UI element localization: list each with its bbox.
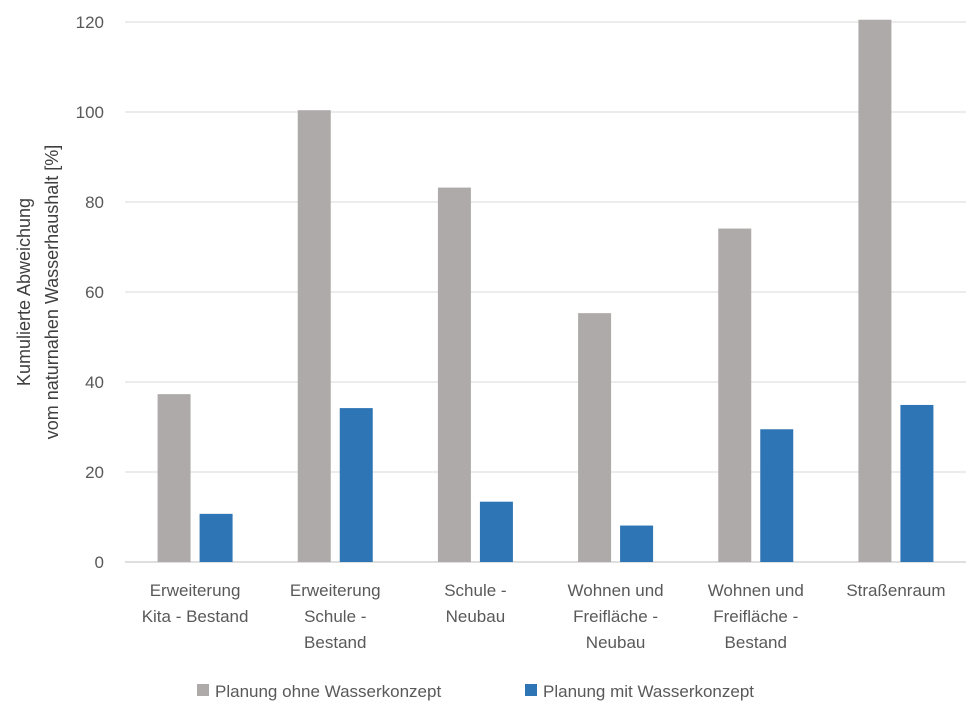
bars [157, 19, 934, 563]
gridlines [125, 21, 966, 563]
x-axis-categories: Erweiterung Kita - Bestand Erweiterung Schu… [142, 581, 946, 652]
x-category-label: Erweiterung Kita - Bestand [142, 581, 249, 626]
legend-label: Planung ohne Wasserkonzept [215, 682, 441, 701]
x-category-line: Freifläche - [713, 607, 798, 626]
x-category-line: Bestand [304, 633, 366, 652]
x-category-line: Bestand [725, 633, 787, 652]
bar-ohne-4 [718, 228, 752, 563]
legend-label: Planung mit Wasserkonzept [543, 682, 754, 701]
bar-ohne-2 [437, 187, 471, 562]
bar-ohne-5 [858, 19, 892, 562]
bar-mit-3 [620, 525, 654, 562]
x-category-label: Schule - Neubau [444, 581, 506, 626]
y-tick-label: 80 [85, 193, 104, 212]
y-tick-label: 60 [85, 283, 104, 302]
y-axis-title: Kumulierte Abweichung vom naturnahen Wass… [14, 145, 62, 440]
x-category-line: Schule - [444, 581, 506, 600]
bar-ohne-1 [297, 110, 331, 562]
y-tick-label: 20 [85, 463, 104, 482]
y-axis-title-line: Kumulierte Abweichung [14, 198, 34, 386]
bar-ohne-3 [578, 313, 612, 562]
y-axis-label: Kumulierte Abweichung vom naturnahen Wass… [14, 145, 62, 440]
x-category-label: Wohnen und Freifläche - Neubau [568, 581, 664, 652]
x-category-line: Neubau [586, 633, 646, 652]
bar-mit-5 [900, 404, 934, 562]
bar-mit-1 [339, 408, 373, 562]
legend-swatch [525, 684, 537, 696]
y-tick-label: 0 [95, 553, 104, 572]
x-category-label: Straßenraum [846, 581, 945, 600]
x-category-line: Erweiterung [290, 581, 381, 600]
x-category-line: Freifläche - [573, 607, 658, 626]
y-axis-title-line: vom naturnahen Wasserhaushalt [%] [42, 145, 62, 440]
x-category-line: Wohnen und [708, 581, 804, 600]
bar-mit-0 [199, 513, 233, 562]
bar-mit-4 [760, 429, 794, 562]
x-category-line: Straßenraum [846, 581, 945, 600]
bar-mit-2 [479, 501, 513, 562]
x-category-line: Schule - [304, 607, 366, 626]
y-tick-label: 120 [76, 13, 104, 32]
x-category-line: Kita - Bestand [142, 607, 249, 626]
y-axis-ticks: 0 20 40 60 80 100 120 [76, 13, 104, 572]
bar-ohne-0 [157, 394, 191, 562]
x-category-line: Wohnen und [568, 581, 664, 600]
x-category-line: Erweiterung [150, 581, 241, 600]
legend-swatch [197, 684, 209, 696]
legend: Planung ohne Wasserkonzept Planung mit Wa… [197, 682, 754, 701]
y-tick-label: 100 [76, 103, 104, 122]
x-category-label: Erweiterung Schule - Bestand [290, 581, 381, 652]
x-category-label: Wohnen und Freifläche - Bestand [708, 581, 804, 652]
x-category-line: Neubau [446, 607, 506, 626]
y-tick-label: 40 [85, 373, 104, 392]
